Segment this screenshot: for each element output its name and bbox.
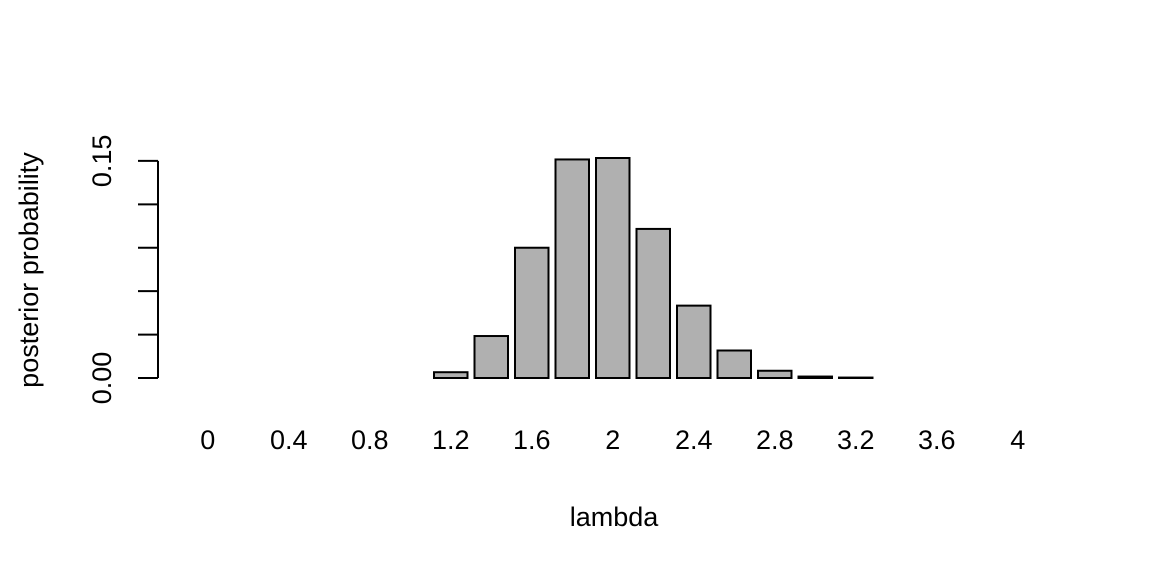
bar-2.8 [758,371,792,378]
x-tick-labels: 0 0.4 0.8 1.2 1.6 2 2.4 2.8 3.2 3.6 4 [200,425,1025,455]
x-tick-label: 1.6 [513,425,551,455]
bar-2.6 [718,351,752,379]
x-tick-label: 3.2 [837,425,875,455]
x-axis-label: lambda [570,502,660,532]
x-tick-label: 0.4 [270,425,308,455]
y-axis: 0.00 0.15 [87,135,158,405]
bar-2.2 [637,229,671,378]
x-tick-label: 4 [1010,425,1025,455]
bar-1.6 [515,248,549,378]
x-tick-label: 3.6 [918,425,956,455]
x-tick-label: 2.4 [675,425,713,455]
bar-1.2 [434,372,468,378]
y-tick-label: 0.00 [87,352,117,405]
x-tick-label: 1.2 [432,425,470,455]
bar-1.4 [475,336,509,378]
x-tick-label: 0.8 [351,425,389,455]
bar-2.4 [677,306,711,378]
y-axis-label: posterior probability [14,152,44,388]
bar-3 [799,377,833,378]
x-tick-label: 2 [605,425,620,455]
x-tick-label: 0 [200,425,215,455]
bars [434,158,873,378]
x-tick-label: 2.8 [756,425,794,455]
y-tick-label: 0.15 [87,135,117,188]
bar-1.8 [556,159,590,378]
bar-2 [596,158,630,378]
